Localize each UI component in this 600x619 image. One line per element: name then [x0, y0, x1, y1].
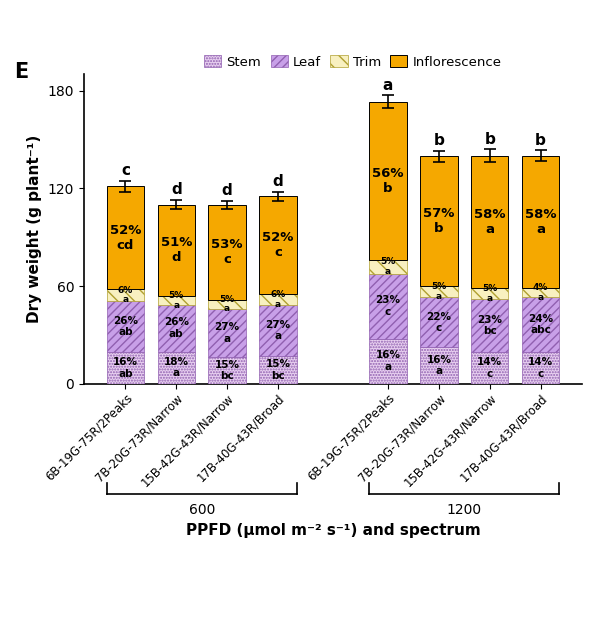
- Text: a: a: [383, 78, 393, 93]
- Bar: [522, 352, 559, 384]
- Text: 600: 600: [188, 503, 215, 517]
- Bar: [208, 308, 246, 357]
- Text: 15%
bc: 15% bc: [215, 360, 239, 381]
- Text: 26%
ab: 26% ab: [113, 316, 138, 337]
- Text: E: E: [14, 62, 29, 82]
- Text: b: b: [433, 133, 444, 148]
- Text: 14%
c: 14% c: [477, 357, 502, 379]
- Bar: [471, 156, 508, 288]
- Text: 6%
a: 6% a: [271, 290, 286, 309]
- Bar: [420, 157, 458, 286]
- Text: 4%
a: 4% a: [533, 284, 548, 302]
- Bar: [158, 352, 195, 384]
- Bar: [420, 286, 458, 297]
- Text: b: b: [535, 132, 546, 147]
- Text: 27%
a: 27% a: [266, 319, 290, 341]
- Text: 51%
d: 51% d: [161, 236, 192, 264]
- Text: 26%
ab: 26% ab: [164, 318, 189, 339]
- Bar: [471, 300, 508, 352]
- Text: 52%
c: 52% c: [262, 231, 294, 259]
- Text: 15%
bc: 15% bc: [266, 359, 290, 381]
- Bar: [259, 294, 297, 305]
- Bar: [369, 260, 407, 274]
- Bar: [208, 205, 246, 300]
- Bar: [158, 296, 195, 305]
- Bar: [369, 274, 407, 339]
- Text: 5%
a: 5% a: [482, 284, 497, 303]
- Text: 56%
b: 56% b: [372, 167, 404, 195]
- Bar: [259, 196, 297, 294]
- Bar: [107, 301, 144, 352]
- Text: 5%
a: 5% a: [220, 295, 235, 313]
- Text: d: d: [171, 182, 182, 197]
- Text: d: d: [222, 183, 233, 198]
- Text: 23%
c: 23% c: [376, 295, 400, 317]
- Bar: [522, 288, 559, 297]
- Text: c: c: [121, 163, 130, 178]
- Text: 24%
abc: 24% abc: [528, 314, 553, 335]
- Text: 5%
a: 5% a: [431, 282, 446, 301]
- Text: 16%
a: 16% a: [427, 355, 451, 376]
- Text: 5%
a: 5% a: [169, 291, 184, 310]
- Text: 27%
a: 27% a: [215, 322, 240, 344]
- Text: 58%
a: 58% a: [474, 208, 505, 236]
- Text: 23%
bc: 23% bc: [477, 315, 502, 337]
- Bar: [259, 305, 297, 356]
- Text: 52%
cd: 52% cd: [110, 223, 141, 252]
- Y-axis label: Dry weight (g plant⁻¹): Dry weight (g plant⁻¹): [27, 135, 42, 323]
- Text: 58%
a: 58% a: [525, 208, 556, 236]
- Bar: [208, 300, 246, 308]
- Text: 16%
ab: 16% ab: [113, 357, 138, 379]
- Bar: [107, 352, 144, 384]
- Bar: [369, 102, 407, 260]
- Text: 53%
c: 53% c: [211, 238, 243, 266]
- Text: 18%
a: 18% a: [164, 357, 189, 378]
- Bar: [158, 305, 195, 352]
- Bar: [208, 357, 246, 384]
- Text: 57%
b: 57% b: [423, 207, 455, 235]
- Text: 5%
a: 5% a: [380, 258, 395, 276]
- Text: 16%
a: 16% a: [376, 350, 400, 372]
- Bar: [420, 297, 458, 347]
- Bar: [420, 347, 458, 384]
- Text: 22%
c: 22% c: [427, 311, 451, 333]
- Bar: [259, 356, 297, 384]
- Text: 6%
a: 6% a: [118, 285, 133, 305]
- Bar: [522, 156, 559, 288]
- Bar: [369, 339, 407, 384]
- Text: PPFD (μmol m⁻² s⁻¹) and spectrum: PPFD (μmol m⁻² s⁻¹) and spectrum: [185, 523, 481, 538]
- Bar: [471, 288, 508, 300]
- Bar: [158, 205, 195, 296]
- Legend: Stem, Leaf, Trim, Inflorescence: Stem, Leaf, Trim, Inflorescence: [199, 50, 507, 74]
- Bar: [107, 289, 144, 301]
- Text: 1200: 1200: [447, 503, 482, 517]
- Text: d: d: [273, 174, 283, 189]
- Bar: [107, 186, 144, 289]
- Text: 14%
c: 14% c: [528, 357, 553, 379]
- Bar: [522, 297, 559, 352]
- Text: b: b: [484, 132, 495, 147]
- Bar: [471, 352, 508, 384]
